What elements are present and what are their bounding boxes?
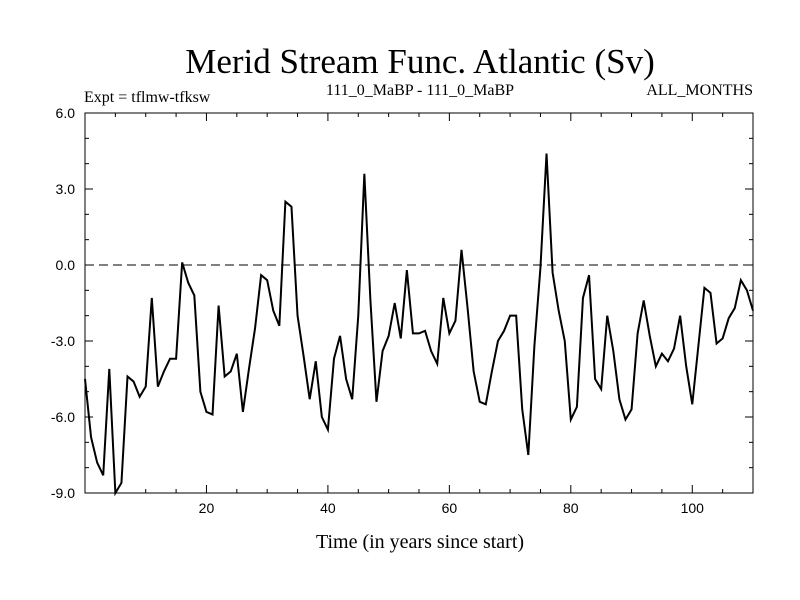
chart-title: Merid Stream Func. Atlantic (Sv) [185,42,655,81]
plot-frame [84,112,754,494]
y-tick-label: 3.0 [56,181,76,197]
subtitle-right: ALL_MONTHS [646,82,753,99]
y-tick-label: -9.0 [51,485,75,501]
y-axis-ticks: 6.0 3.0 0.0 -3.0 -6.0 -9.0 [51,105,753,501]
x-tick-label: 60 [442,500,458,516]
y-tick-label: -6.0 [51,409,75,425]
subtitle-left: Expt = tflmw-tfksw [84,89,211,106]
y-tick-label: 0.0 [56,257,76,273]
x-tick-label: 20 [199,500,215,516]
x-tick-label: 100 [681,500,705,516]
x-tick-label: 80 [563,500,579,516]
y-tick-label: 6.0 [56,105,76,121]
x-tick-label: 40 [320,500,336,516]
x-axis-label: Time (in years since start) [316,531,524,553]
subtitle-center: 111_0_MaBP - 111_0_MaBP [326,82,514,99]
series-line [84,153,754,497]
series-group [84,153,754,497]
y-tick-label: -3.0 [51,333,75,349]
x-axis-ticks: 20 40 60 80 100 [114,113,724,516]
